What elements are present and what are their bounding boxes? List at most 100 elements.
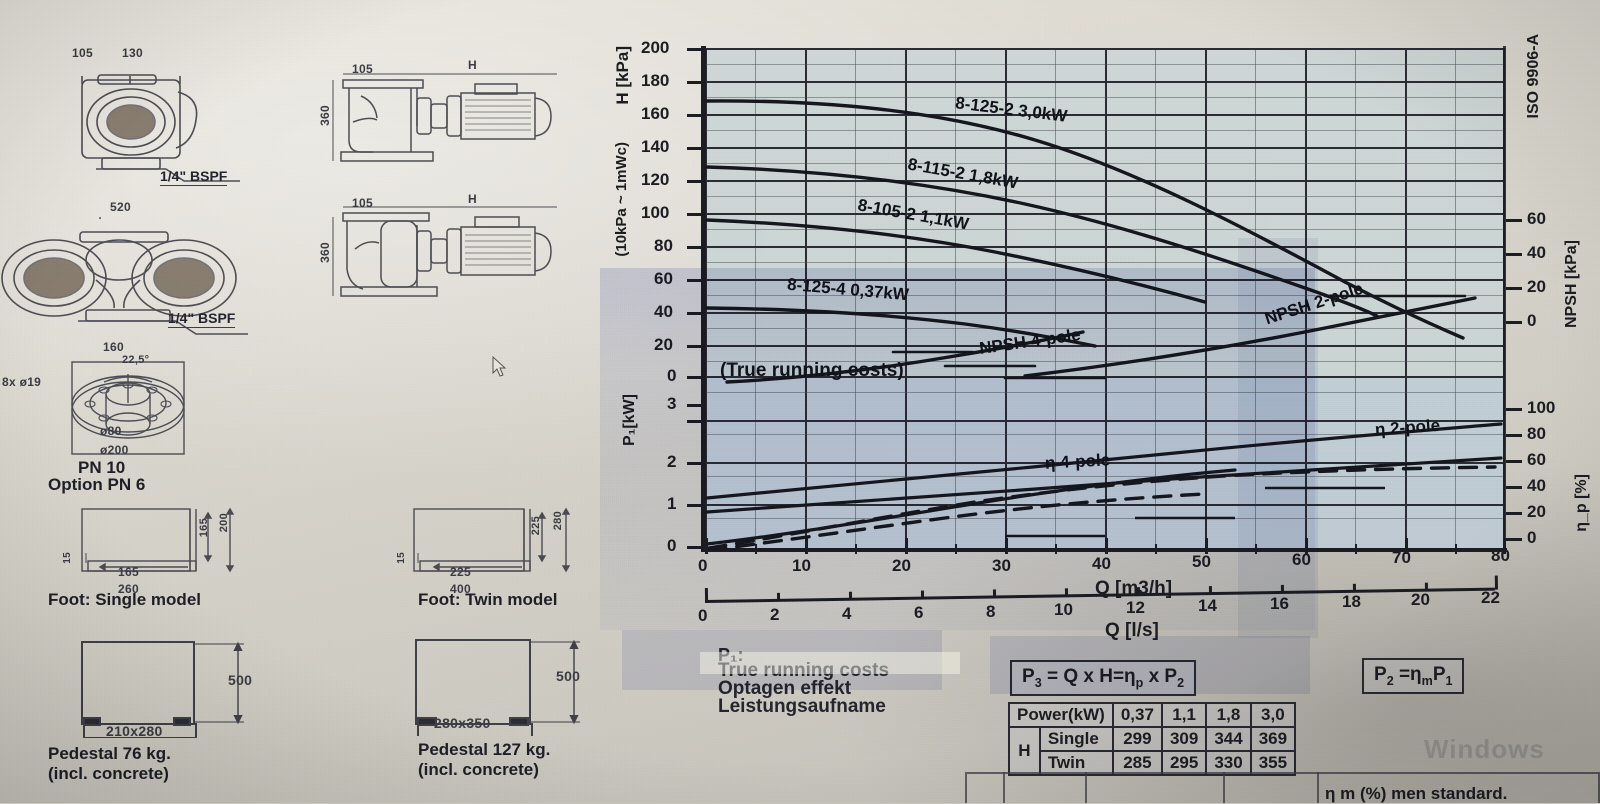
tick-p-3: 3	[667, 394, 676, 414]
tick-q-60: 60	[1292, 550, 1311, 570]
dim-side-single-105: 105	[352, 62, 373, 76]
tick-eta-60: 60	[1527, 450, 1546, 470]
tick-q-80: 80	[1491, 546, 1510, 566]
table-header-p3: 3,0	[1251, 703, 1295, 727]
caption-pedestal-twin-2: (incl. concrete)	[418, 760, 539, 780]
tick-qls-16: 16	[1270, 594, 1289, 614]
tick-h-100: 100	[641, 203, 669, 223]
dim-foot-twin-225v: 225	[530, 516, 542, 535]
tick-qls-18: 18	[1342, 592, 1361, 612]
tick-eta-80: 80	[1527, 424, 1546, 444]
mouse-cursor	[492, 356, 508, 383]
dim-side-single-H: H	[468, 58, 477, 72]
drawing-foot-twin	[410, 505, 610, 585]
tick-qls-2: 2	[770, 605, 779, 625]
tick-p-0: 0	[667, 536, 676, 556]
tick-eta-0: 0	[1527, 528, 1536, 548]
dim-side-twin-105: 105	[352, 196, 373, 210]
axis-title-npsh: NPSH [kPa]	[1563, 240, 1581, 328]
tick-h-40: 40	[654, 302, 673, 322]
tick-h-0: 0	[667, 366, 676, 386]
formula-p3: P3 = Q x H=ηp x P2	[1010, 660, 1196, 696]
tick-eta-100: 100	[1527, 398, 1555, 418]
tick-qls-20: 20	[1411, 590, 1430, 610]
caption-pedestal-single-2: (incl. concrete)	[48, 764, 169, 784]
tick-h-20: 20	[654, 335, 673, 355]
caption-foot-twin: Foot: Twin model	[418, 590, 557, 610]
axis-title-q-ls: Q [l/s]	[1105, 620, 1159, 642]
caption-flange-pn6: Option PN 6	[48, 475, 145, 495]
cell-single-1: 309	[1162, 727, 1206, 751]
table-row-label-single: Single	[1040, 727, 1113, 751]
dim-foot-single-165v: 165	[198, 518, 210, 537]
table-group-label-h: H	[1009, 727, 1040, 775]
tick-q-20: 20	[892, 556, 911, 576]
drawing-side-single	[325, 60, 575, 170]
axis-title-eta: η_p [%]	[1573, 474, 1591, 532]
tick-qls-12: 12	[1126, 598, 1145, 618]
tick-h-60: 60	[654, 269, 673, 289]
running-costs-note: (True running costs)	[720, 360, 904, 382]
dim-foot-twin-15: 15	[396, 552, 407, 564]
tick-qls-0: 0	[698, 606, 707, 626]
caption-pedestal-single-1: Pedestal 76 kg.	[48, 744, 171, 764]
dim-side-single-360: 360	[318, 105, 332, 126]
axis-title-head: H [kPa]	[613, 46, 633, 105]
tick-p-1: 1	[667, 494, 676, 514]
label-bspf-single: 1/4" BSPF	[160, 168, 227, 186]
tick-npsh-60: 60	[1527, 209, 1546, 229]
table-row-single: H Single 299 309 344 369	[1009, 727, 1295, 751]
tick-q-70: 70	[1392, 548, 1411, 568]
tick-q-30: 30	[992, 556, 1011, 576]
tick-h-160: 160	[641, 104, 669, 124]
dim-foot-twin-225: 225	[450, 565, 471, 579]
table-header-power: Power(kW)	[1009, 703, 1113, 727]
dim-foot-single-165: 165	[118, 565, 139, 579]
tick-npsh-40: 40	[1527, 243, 1546, 263]
dim-foot-single-15: 15	[62, 552, 73, 564]
dim-side-twin-H: H	[468, 192, 477, 206]
axis-title-standard: ISO 9906-A	[1525, 34, 1543, 118]
tick-q-10: 10	[792, 556, 811, 576]
dim-foot-single-200: 200	[218, 513, 230, 532]
table-header-p1: 1,1	[1162, 703, 1206, 727]
windows-watermark: Windows	[1424, 734, 1545, 765]
table-row-clipped-footer: η m (%) men standard.	[965, 772, 1600, 803]
tick-h-200: 200	[641, 38, 669, 58]
tick-qls-14: 14	[1198, 596, 1217, 616]
dim-flange-bolts: 8x ø19	[2, 375, 41, 389]
table-header-p2: 1,8	[1206, 703, 1250, 727]
tick-q-50: 50	[1192, 552, 1211, 572]
dim-flange-bore: ø80	[100, 424, 122, 438]
table-header-p0: 0,37	[1113, 703, 1162, 727]
tick-qls-10: 10	[1054, 600, 1073, 620]
dim-pedestal-single-500: 500	[228, 672, 252, 688]
caption-pedestal-twin-1: Pedestal 127 kg.	[418, 740, 550, 760]
power-head-table: Power(kW) 0,37 1,1 1,8 3,0 H Single 299 …	[1008, 702, 1296, 776]
dim-front-single-130: 130	[122, 46, 143, 60]
cell-single-3: 369	[1251, 727, 1295, 751]
dim-front-twin-520: 520	[110, 200, 131, 214]
dim-pedestal-twin-base: 280x350	[434, 715, 491, 731]
tick-q-0: 0	[698, 556, 707, 576]
tick-eta-20: 20	[1527, 502, 1546, 522]
tick-qls-22: 22	[1481, 588, 1500, 608]
dim-flange-160: 160	[103, 340, 124, 354]
drawing-side-twin	[325, 195, 575, 305]
tick-h-180: 180	[641, 71, 669, 91]
dim-flange-od: ø200	[100, 443, 129, 457]
tick-h-80: 80	[654, 236, 673, 256]
dim-pedestal-single-base: 210x280	[106, 723, 163, 739]
table-footnote: η m (%) men standard.	[1325, 784, 1507, 804]
drawing-front-twin	[0, 210, 250, 350]
tick-p-2: 2	[667, 452, 676, 472]
tick-eta-40: 40	[1527, 476, 1546, 496]
formula-p2: P2 =ηmP1	[1362, 658, 1464, 694]
caption-foot-single: Foot: Single model	[48, 590, 201, 610]
tick-h-140: 140	[641, 137, 669, 157]
pump-performance-chart: 200 180 160 140 120 100 80 60 40 20 0 H …	[605, 22, 1600, 642]
cell-single-0: 299	[1113, 727, 1162, 751]
label-bspf-twin: 1/4" BSPF	[168, 310, 235, 328]
tick-npsh-0: 0	[1527, 311, 1536, 331]
dim-foot-twin-280: 280	[552, 511, 564, 530]
